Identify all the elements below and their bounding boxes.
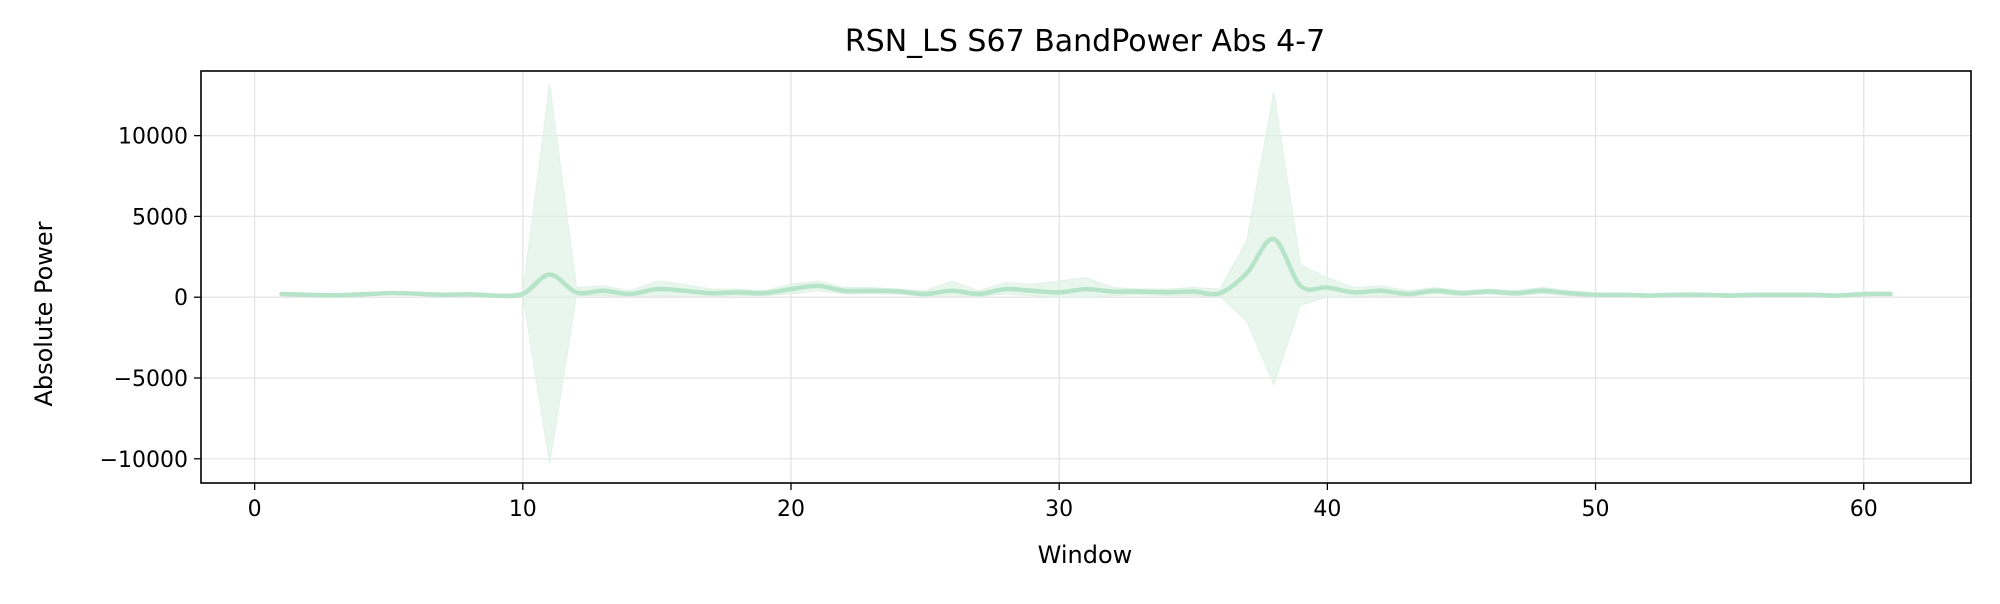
y-tick-label: −5000	[114, 367, 188, 392]
x-tick-label: 30	[1045, 497, 1073, 522]
x-tick-label: 20	[777, 497, 805, 522]
x-tick-label: 60	[1850, 497, 1878, 522]
plot-area-frame	[200, 70, 1972, 484]
y-tick-label: 10000	[118, 125, 188, 150]
x-tick-label: 40	[1313, 497, 1341, 522]
x-tick-label: 50	[1582, 497, 1610, 522]
chart-title: RSN_LS S67 BandPower Abs 4-7	[845, 24, 1325, 59]
y-tick-label: 0	[174, 286, 188, 311]
x-tick-label: 0	[248, 497, 262, 522]
series-mean-line	[279, 236, 1893, 299]
y-axis-label: Absolute Power	[30, 221, 58, 406]
x-axis-label: Window	[1038, 541, 1133, 569]
y-tick-label: 5000	[132, 205, 188, 230]
x-tick-label: 10	[509, 497, 537, 522]
y-axis-ticks: −10000 −5000 0 5000 10000	[100, 125, 201, 473]
y-tick-label: −10000	[100, 448, 188, 473]
series-line-layer	[279, 236, 1893, 299]
grid-lines	[201, 71, 1971, 483]
x-axis-ticks: 0 10 20 30 40 50 60	[248, 483, 1878, 522]
